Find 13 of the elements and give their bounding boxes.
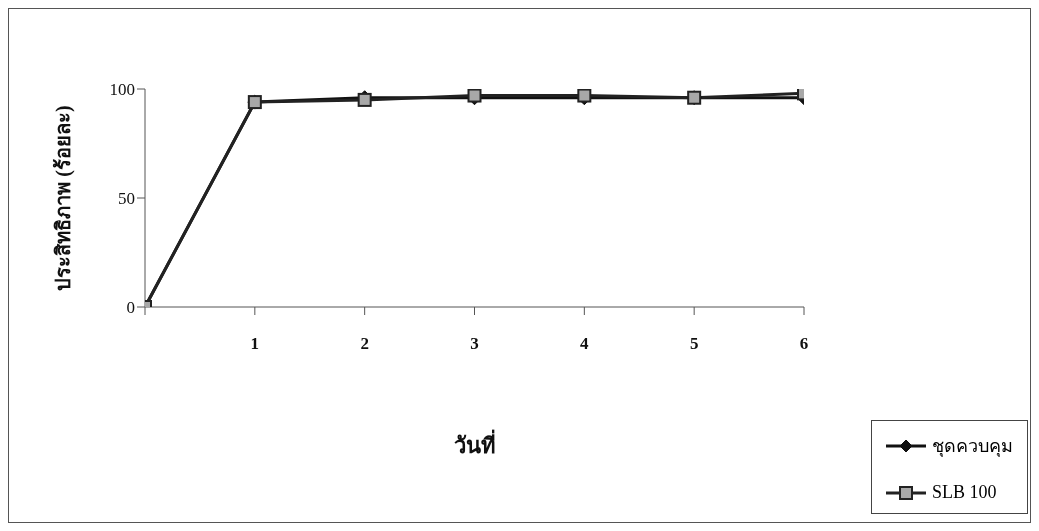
x-tick-label: 2 xyxy=(360,334,369,354)
x-axis-title: วันที่ xyxy=(453,428,496,458)
y-axis-title: ประสิทธิภาพ (ร้อยละ) xyxy=(52,105,76,291)
y-tick-label: 50 xyxy=(118,189,135,209)
y-tick-label: 0 xyxy=(126,298,135,318)
x-tick-label: 1 xyxy=(250,334,260,354)
x-tick-label: 6 xyxy=(799,334,809,354)
x-tick-label: 5 xyxy=(689,334,699,354)
legend-label: SLB 100 xyxy=(932,482,997,503)
x-tick-label: 4 xyxy=(580,334,590,354)
y-tick-label: 100 xyxy=(109,80,135,100)
legend-label: ชุดควบคุม xyxy=(932,435,1013,459)
x-tick-label: 3 xyxy=(470,334,479,354)
